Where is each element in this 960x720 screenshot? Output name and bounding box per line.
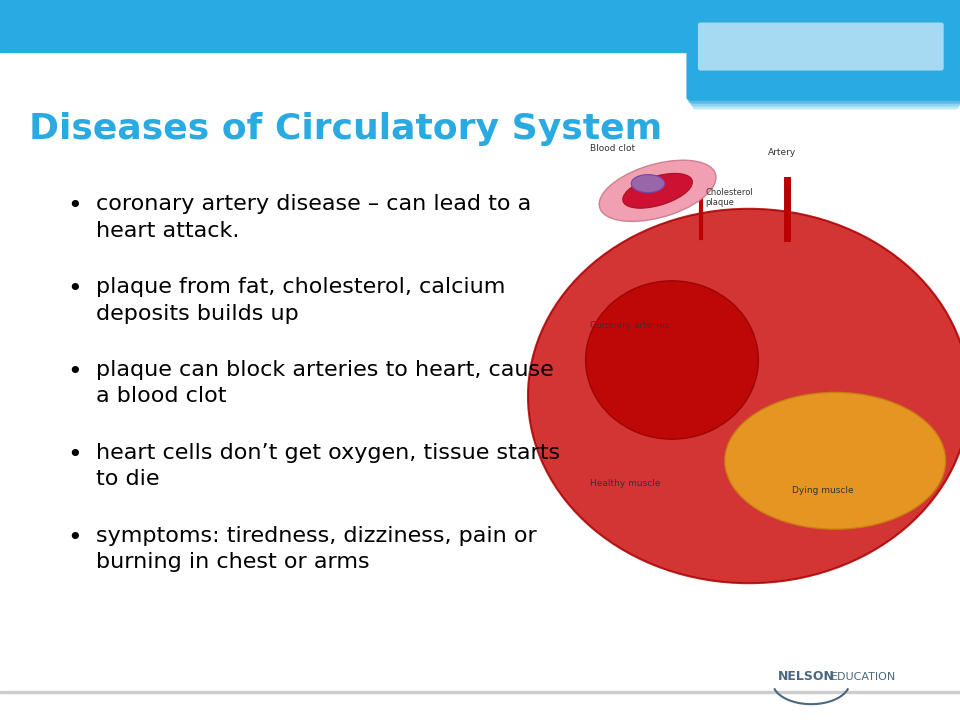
Text: Coronary arteries: Coronary arteries <box>590 320 669 330</box>
FancyBboxPatch shape <box>686 0 960 101</box>
Text: coronary artery disease – can lead to a
heart attack.: coronary artery disease – can lead to a … <box>96 194 531 240</box>
Text: Dying muscle: Dying muscle <box>792 486 853 495</box>
Text: plaque from fat, cholesterol, calcium
deposits builds up: plaque from fat, cholesterol, calcium de… <box>96 277 505 323</box>
FancyBboxPatch shape <box>688 0 960 104</box>
Ellipse shape <box>623 174 692 208</box>
Bar <box>0 691 960 693</box>
Text: EDUCATION: EDUCATION <box>830 672 896 682</box>
Text: Artery: Artery <box>768 148 796 157</box>
FancyBboxPatch shape <box>698 22 944 71</box>
Ellipse shape <box>632 175 664 192</box>
Text: symptoms: tiredness, dizziness, pain or
burning in chest or arms: symptoms: tiredness, dizziness, pain or … <box>96 526 537 572</box>
Text: Healthy muscle: Healthy muscle <box>590 479 660 488</box>
Text: Cholesterol
plaque: Cholesterol plaque <box>706 188 754 207</box>
Ellipse shape <box>528 209 960 583</box>
FancyBboxPatch shape <box>690 4 960 107</box>
Ellipse shape <box>725 392 946 529</box>
Text: •: • <box>67 277 82 301</box>
Text: •: • <box>67 526 82 549</box>
Text: •: • <box>67 443 82 467</box>
Ellipse shape <box>586 281 758 439</box>
Text: plaque can block arteries to heart, cause
a blood clot: plaque can block arteries to heart, caus… <box>96 360 554 406</box>
Text: Blood clot: Blood clot <box>590 144 636 153</box>
Text: Diseases of Circulatory System: Diseases of Circulatory System <box>29 112 662 145</box>
Text: •: • <box>67 194 82 218</box>
Text: NELSON: NELSON <box>778 670 834 683</box>
Ellipse shape <box>599 161 716 221</box>
Bar <box>0 0 960 52</box>
FancyBboxPatch shape <box>692 8 959 109</box>
Text: heart cells don’t get oxygen, tissue starts
to die: heart cells don’t get oxygen, tissue sta… <box>96 443 560 489</box>
Text: •: • <box>67 360 82 384</box>
